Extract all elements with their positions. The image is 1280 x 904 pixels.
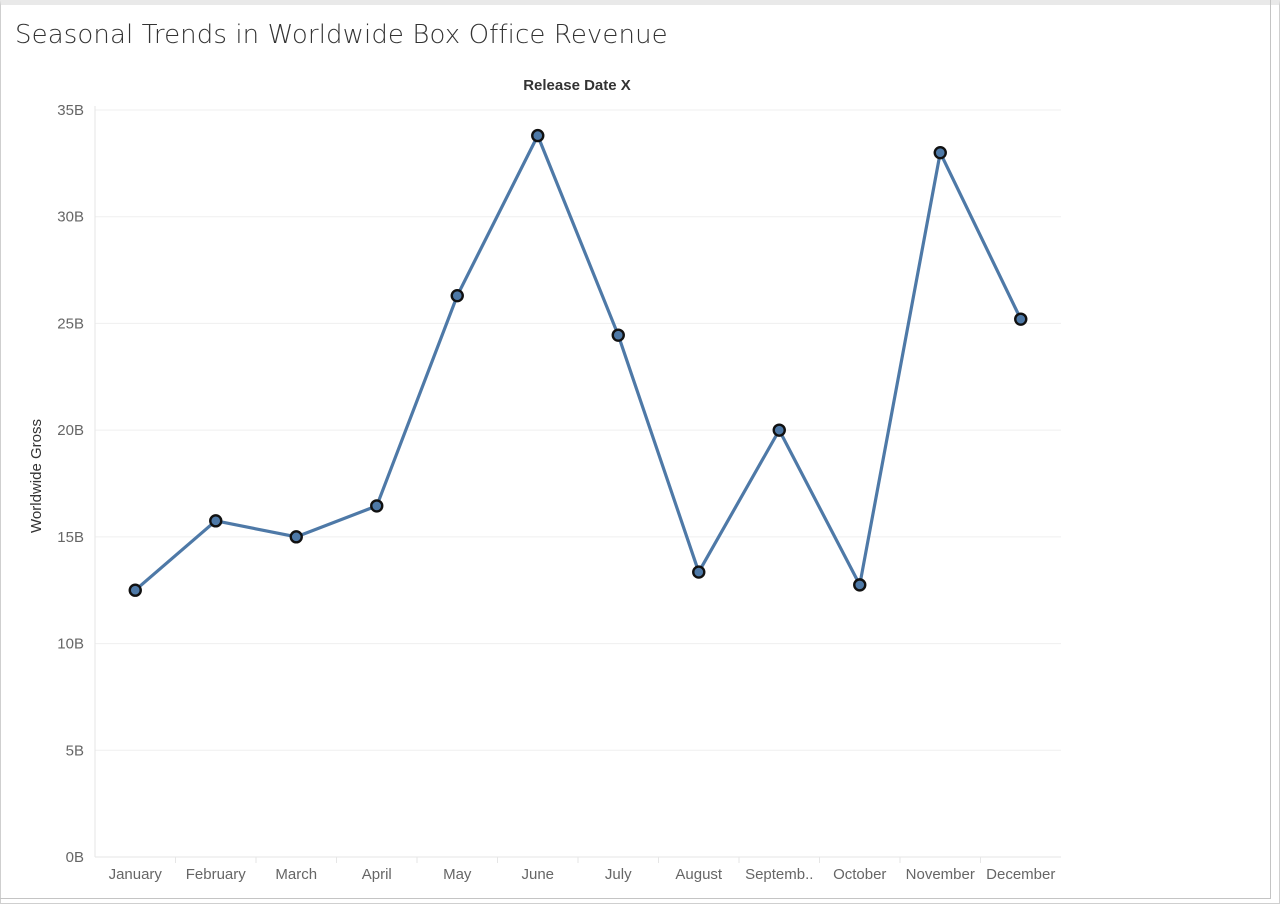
y-tick-label: 15B [57,529,84,546]
axes [94,106,1061,863]
x-tick-label: November [906,866,975,883]
gridlines [95,109,1061,751]
y-tick-label: 35B [57,102,84,119]
data-point[interactable] [853,578,867,592]
y-axis-ticks: 0B 5B 10B 15B 20B 25B 30B 35B [57,102,84,866]
x-tick-label: February [186,866,247,883]
x-tick-label: Septemb.. [745,866,813,883]
x-tick-label: June [521,866,554,883]
data-point[interactable] [289,530,303,544]
chart-title: Seasonal Trends in Worldwide Box Office … [15,20,668,50]
y-tick-label: 10B [57,636,84,653]
data-point[interactable] [450,288,464,303]
data-point[interactable] [1014,312,1028,326]
x-tick-label: April [362,866,392,883]
x-tick-label: October [833,866,886,883]
series [128,128,1028,597]
x-tick-label: August [675,866,723,883]
x-tick-label: May [443,866,472,883]
data-point[interactable] [772,423,786,437]
data-point[interactable] [370,499,384,513]
data-point[interactable] [933,145,947,160]
series-line [133,134,1023,592]
data-point[interactable] [611,328,625,342]
data-point[interactable] [209,514,223,528]
x-tick-label: July [605,866,632,883]
x-tick-label: January [109,866,163,883]
x-axis-ticks: January February March April May June July Augu… [109,866,1056,883]
data-point[interactable] [692,565,706,579]
y-tick-label: 20B [57,422,84,439]
y-tick-label: 5B [66,742,84,759]
column-header: Release Date X [523,77,631,94]
y-axis-label: Worldwide Gross [28,419,45,533]
y-tick-label: 0B [66,849,84,866]
data-point[interactable] [128,583,142,597]
x-tick-label: December [986,866,1055,883]
y-tick-label: 25B [57,315,84,332]
data-point[interactable] [531,128,545,143]
x-tick-label: March [275,866,317,883]
y-tick-label: 30B [57,209,84,226]
